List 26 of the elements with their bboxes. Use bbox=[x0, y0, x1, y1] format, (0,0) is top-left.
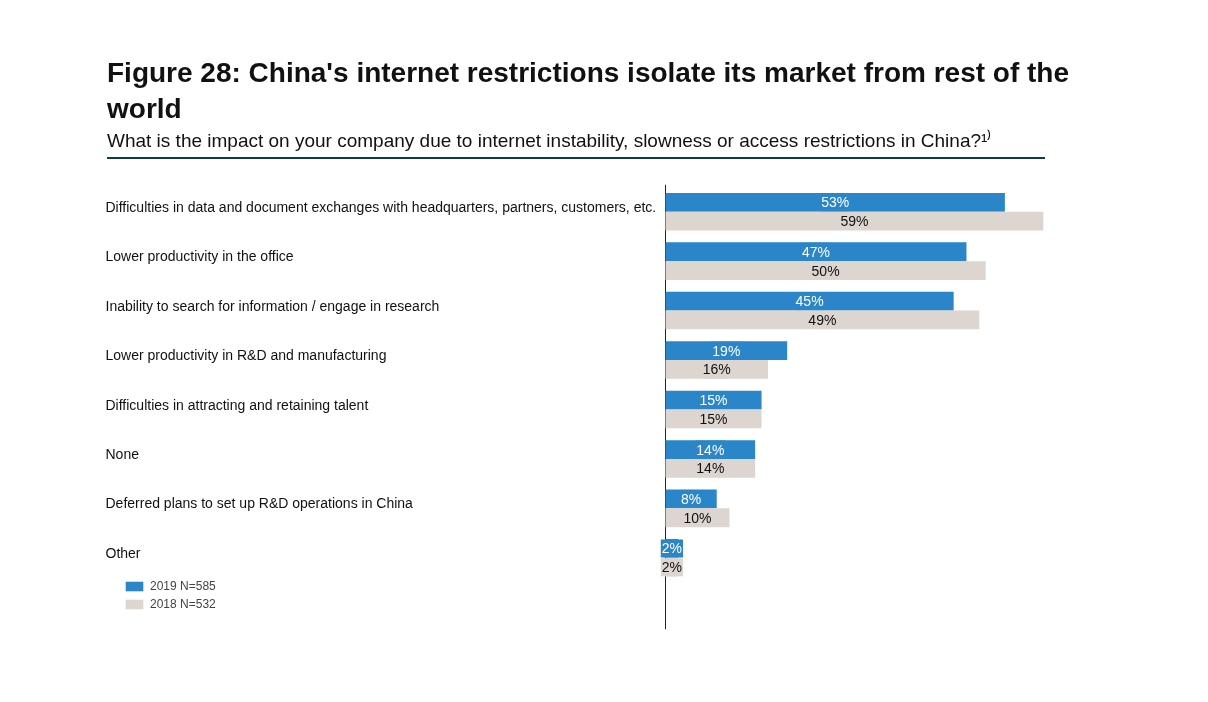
y-tick-label: Difficulties in data and document exchanges with headquarters, partners, customers, etc. bbox=[105, 198, 657, 215]
data-label: 15% bbox=[699, 410, 728, 427]
data-label: 19% bbox=[712, 342, 741, 359]
y-tick-label: Other bbox=[105, 544, 141, 561]
y-tick-label: Difficulties in attracting and retaining talent bbox=[105, 396, 369, 413]
y-tick-label: None bbox=[105, 445, 140, 462]
data-label: 15% bbox=[699, 391, 728, 408]
chart-subtitle: What is the impact on your company due to internet instability, slowness or access restrictions in China?¹⁾ bbox=[107, 129, 992, 153]
legend-label: 2019 N=585 bbox=[150, 578, 216, 593]
data-label: 10% bbox=[683, 509, 712, 526]
data-label: 50% bbox=[811, 262, 840, 279]
data-label: 59% bbox=[840, 212, 869, 229]
y-tick-label: Lower productivity in R&D and manufacturing bbox=[105, 346, 387, 363]
data-label: 53% bbox=[821, 193, 850, 210]
legend-label: 2018 N=532 bbox=[150, 596, 216, 611]
data-label: 8% bbox=[681, 490, 702, 507]
y-tick-label: Lower productivity in the office bbox=[105, 247, 294, 264]
y-tick-label: Deferred plans to set up R&D operations in China bbox=[105, 494, 414, 511]
chart-title: Figure 28: China's internet restrictions isolate its market from rest of the world bbox=[107, 56, 1070, 127]
data-label: 45% bbox=[795, 292, 824, 309]
data-label: 49% bbox=[808, 311, 837, 328]
data-label: 14% bbox=[696, 441, 725, 458]
data-label: 47% bbox=[801, 243, 830, 260]
data-label: 14% bbox=[696, 459, 725, 476]
y-tick-label: Inability to search for information / engage in research bbox=[105, 297, 440, 314]
data-label: 16% bbox=[702, 361, 731, 377]
